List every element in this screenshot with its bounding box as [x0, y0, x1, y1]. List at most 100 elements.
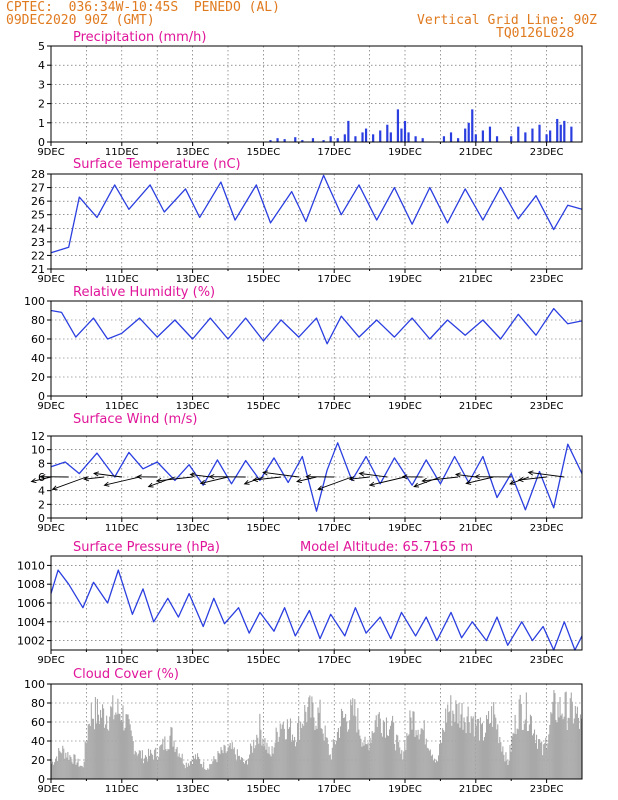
cloud-bar: [274, 742, 276, 779]
cloud-bar: [232, 749, 234, 779]
cloud-bar: [158, 756, 160, 779]
cloud-bar: [284, 739, 286, 779]
cloud-bar: [548, 734, 550, 779]
cloud-bar: [413, 711, 415, 779]
cloud-bar: [191, 765, 193, 779]
cloud-bar: [97, 714, 100, 779]
precip-bar: [329, 136, 332, 142]
y-tick-label: 1: [38, 117, 45, 130]
x-tick-label: 21DEC: [459, 401, 493, 412]
cloud-bar: [62, 745, 64, 779]
wind-arrowhead: [474, 474, 480, 480]
cloud-bar: [434, 762, 437, 779]
wind-arrowhead: [509, 479, 516, 485]
cloud-bar: [573, 718, 575, 779]
cloud-bar: [324, 725, 326, 779]
x-tick-label: 15DEC: [247, 523, 281, 534]
cloud-bar: [192, 755, 195, 779]
x-tick-label: 23DEC: [530, 401, 564, 412]
cloud-bar: [198, 756, 200, 779]
cloud-bar: [511, 736, 513, 779]
wind-arrowhead: [296, 478, 303, 484]
cloud-bar: [157, 759, 159, 779]
cloud-bar: [312, 702, 314, 779]
cloud-bar: [562, 719, 564, 779]
precip-bar: [386, 124, 389, 142]
wind-arrowhead: [30, 478, 37, 484]
cloud-bar: [289, 718, 292, 779]
wind-arrowhead: [155, 477, 162, 484]
cloud-bar: [75, 764, 77, 779]
cloud-bar: [353, 715, 355, 779]
wind-vector: [466, 476, 494, 484]
precip-bar: [488, 126, 492, 142]
cloud-bar: [403, 751, 405, 779]
cloud-bar: [431, 754, 433, 779]
x-tick-label: 15DEC: [247, 274, 281, 285]
precip-bar: [276, 138, 279, 142]
cloud-bar: [65, 752, 67, 779]
cloud-bar: [166, 750, 168, 779]
cloud-bar: [559, 696, 561, 779]
x-tick-label: 21DEC: [459, 784, 493, 795]
precip-bar: [379, 130, 382, 142]
cloud-bar: [481, 722, 483, 779]
precip-bar: [414, 136, 417, 142]
cloud-bar: [257, 737, 259, 779]
cloud-bar: [513, 733, 515, 779]
cloud-bar: [334, 744, 336, 779]
cloud-bar: [60, 752, 62, 779]
cloud-bar: [108, 730, 110, 779]
cloud-bar: [372, 733, 374, 779]
precip-bar: [389, 132, 392, 142]
cloud-bar: [169, 735, 171, 779]
cloud-bar: [259, 713, 261, 779]
cloud-bar: [569, 698, 571, 779]
wind-vector: [104, 476, 140, 486]
cloud-bar: [91, 718, 93, 779]
x-tick-label: 13DEC: [176, 655, 210, 666]
cloud-bar: [421, 728, 423, 779]
x-tick-label: 23DEC: [530, 655, 564, 666]
cloud-bar: [298, 716, 300, 779]
cloud-bar: [542, 755, 544, 779]
x-tick-label: 23DEC: [530, 147, 564, 158]
cloud-bar: [256, 734, 258, 779]
cloud-bar: [111, 707, 113, 779]
cloud-bar: [290, 741, 293, 779]
cloud-bar: [456, 703, 458, 779]
cloud-bar: [125, 714, 127, 779]
cloud-bar: [135, 752, 137, 779]
cloud-bar: [260, 729, 262, 779]
panel-title: Cloud Cover (%): [73, 667, 179, 682]
x-tick-label: 21DEC: [459, 147, 493, 158]
y-tick-label: 0: [38, 512, 45, 525]
cloud-bar: [194, 754, 197, 779]
precip-bar: [343, 134, 346, 142]
precip-bar: [442, 136, 446, 142]
cloud-bar: [330, 759, 332, 779]
cloud-bar: [501, 751, 503, 779]
cloud-bar: [308, 697, 310, 779]
cloud-bar: [539, 739, 541, 779]
wind-vector: [190, 473, 211, 478]
cloud-bar: [199, 758, 201, 779]
cloud-bar: [170, 726, 172, 779]
cloud-bar: [379, 718, 381, 779]
cloud-bar: [147, 748, 150, 779]
y-tick-label: 100: [24, 295, 45, 308]
cloud-bar: [371, 731, 373, 779]
y-tick-label: 100: [24, 678, 45, 691]
cloud-bar: [215, 759, 217, 779]
cloud-bar: [319, 699, 321, 779]
cloud-bar: [335, 740, 337, 779]
cloud-bar: [159, 746, 161, 779]
cloud-bar: [579, 714, 582, 779]
cloud-bar: [471, 718, 473, 779]
cloud-bar: [416, 735, 418, 779]
cloud-bar: [558, 717, 560, 779]
cloud-bar: [120, 720, 122, 779]
wind-arrowhead: [527, 470, 534, 476]
cloud-bar: [227, 747, 229, 779]
